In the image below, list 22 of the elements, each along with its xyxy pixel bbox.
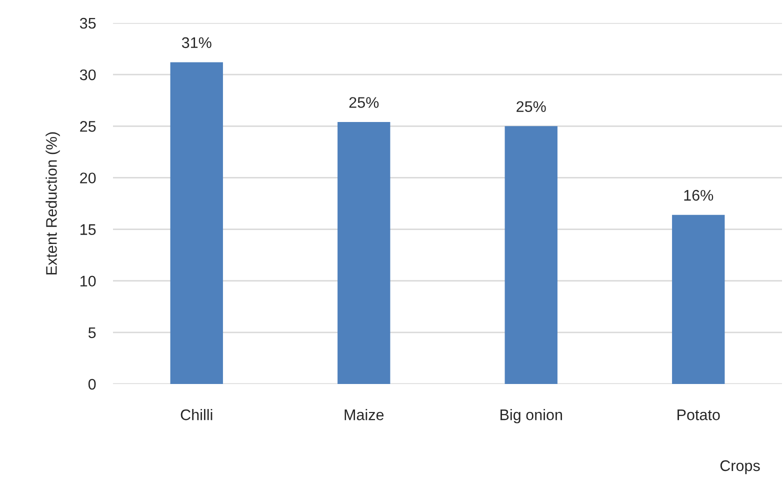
y-tick-label: 20 xyxy=(80,172,96,184)
y-tick-label: 30 xyxy=(80,69,96,80)
y-tick-label: 5 xyxy=(88,327,96,338)
bar xyxy=(170,62,223,384)
y-tick-label: 35 xyxy=(80,18,96,29)
bar xyxy=(504,126,558,384)
x-tick-label: Chilli xyxy=(180,409,212,420)
bar xyxy=(672,214,725,384)
x-tick-label: Maize xyxy=(344,409,384,420)
data-label: 25% xyxy=(516,101,546,112)
data-label: 25% xyxy=(349,97,379,108)
bar xyxy=(338,122,390,384)
data-label: 16% xyxy=(684,190,714,201)
y-tick-label: 15 xyxy=(80,224,96,235)
x-axis-title: Crops xyxy=(720,460,760,474)
y-axis-title: Extent Reduction (%) xyxy=(46,132,60,274)
x-tick-label: Big onion xyxy=(500,409,562,424)
y-tick-label: 10 xyxy=(80,276,96,287)
y-tick-label: 25 xyxy=(80,121,96,132)
data-label: 31% xyxy=(182,37,212,48)
x-tick-label: Potato xyxy=(678,410,720,420)
y-tick-label: 0 xyxy=(88,378,96,390)
